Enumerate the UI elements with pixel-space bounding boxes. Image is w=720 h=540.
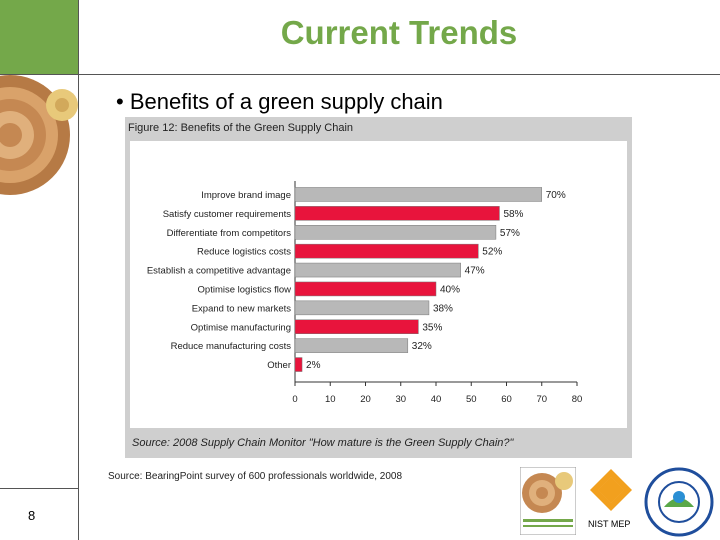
slide-title: Current Trends [280,14,518,51]
bar [294,281,437,297]
bar [294,225,497,240]
category-label: Differentiate from competitors [167,228,292,239]
header-rule [0,74,720,75]
footer-rule [0,488,78,489]
bar [294,319,419,334]
wood-gear-art [0,75,78,235]
x-tick-label: 40 [431,394,442,405]
value-label: 2% [306,360,321,371]
category-label: Establish a competitive advantage [147,266,291,277]
x-tick-label: 50 [466,394,477,405]
header-green-panel [0,0,78,75]
bar [294,206,500,221]
slide-source: Source: BearingPoint survey of 600 profe… [108,471,403,482]
value-label: 40% [440,284,460,295]
x-tick-label: 60 [501,394,512,405]
value-label: 52% [482,247,502,258]
value-label: 58% [503,209,523,220]
bullet-text: • Benefits of a green supply chain [116,89,443,114]
bar [294,243,479,259]
value-label: 57% [500,228,520,239]
bar [294,357,303,372]
chart-source-note: Source: 2008 Supply Chain Monitor "How m… [132,437,514,449]
category-label: Reduce manufacturing costs [171,341,292,352]
x-tick-label: 0 [292,394,297,405]
bar [294,187,542,202]
x-tick-label: 80 [572,394,583,405]
vertical-rule [78,0,79,540]
chart-title: Figure 12: Benefits of the Green Supply … [128,122,354,134]
bar [294,262,461,278]
green-suppliers-network-logo [520,467,576,535]
nist-mep-logo [590,469,632,511]
category-label: Reduce logistics costs [197,247,291,258]
value-label: 47% [465,266,485,277]
category-label: Other [267,360,291,371]
bar [294,300,430,316]
category-label: Improve brand image [201,190,291,201]
category-label: Optimise manufacturing [191,322,291,333]
category-label: Optimise logistics flow [198,284,292,295]
epa-seal-logo [644,467,714,537]
page-number: 8 [28,508,36,523]
bar [294,338,409,353]
x-tick-label: 10 [325,394,336,405]
x-tick-label: 70 [536,394,547,405]
value-label: 35% [422,322,442,333]
category-label: Satisfy customer requirements [163,209,292,220]
value-label: 70% [546,190,566,201]
category-label: Expand to new markets [192,303,292,314]
x-tick-label: 30 [395,394,406,405]
value-label: 38% [433,303,453,314]
value-label: 32% [412,341,432,352]
x-tick-label: 20 [360,394,371,405]
nist-mep-label: NIST MEP [588,519,631,529]
